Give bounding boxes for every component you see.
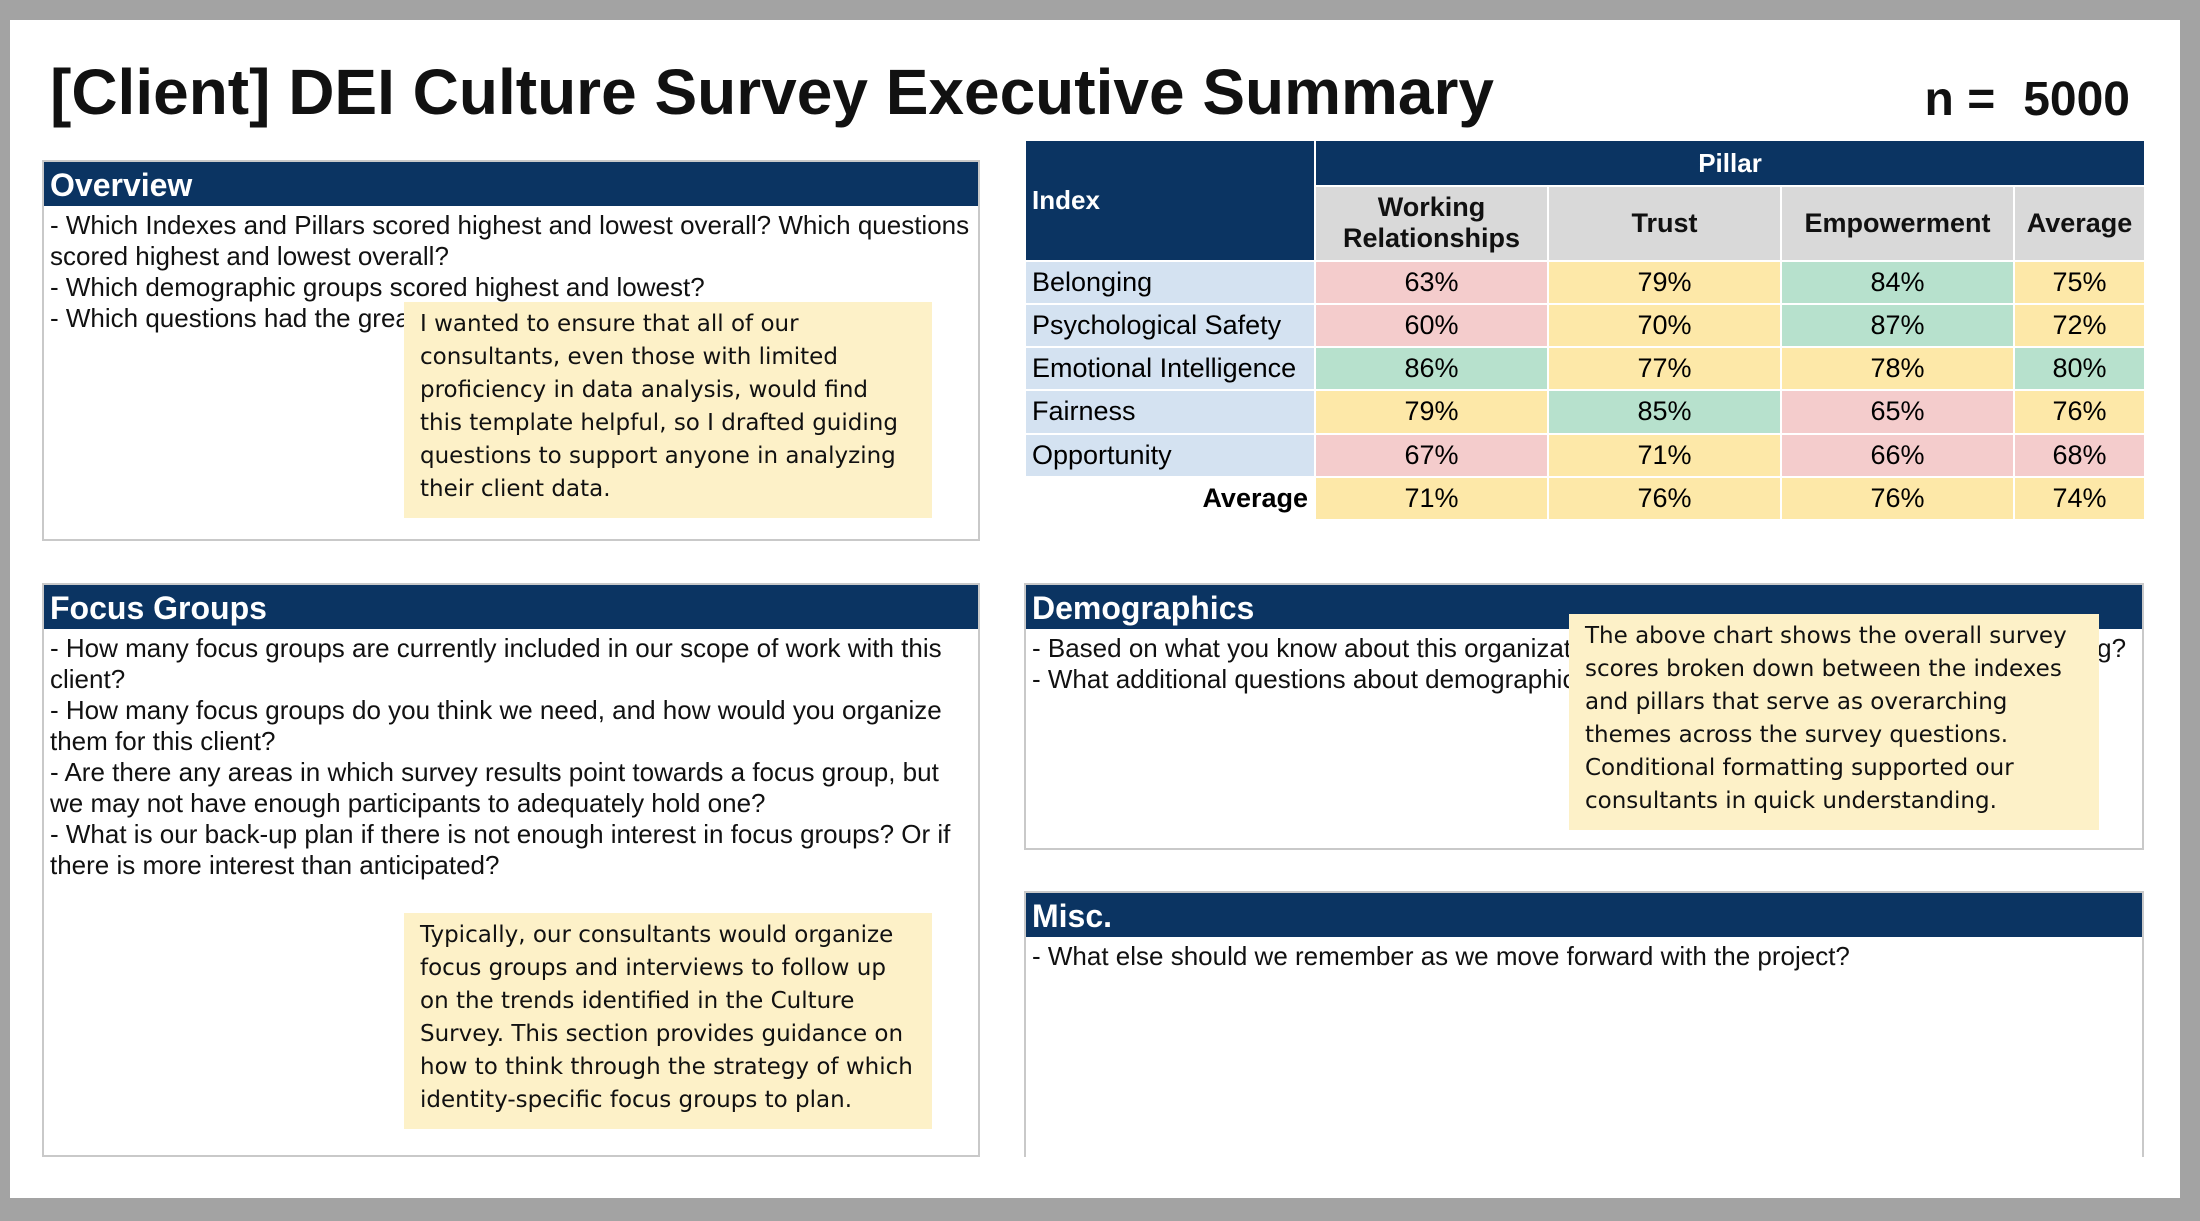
score-cell: 86% <box>1314 346 1549 392</box>
misc-body: - What else should we remember as we mov… <box>1026 937 2142 972</box>
score-cell: 70% <box>1547 302 1782 349</box>
score-cell: 67% <box>1314 432 1549 478</box>
page-title: [Client] DEI Culture Survey Executive Su… <box>50 56 1494 128</box>
score-cell: 66% <box>1780 432 2015 478</box>
table-row: Opportunity 67% 71% 66% 68% <box>1024 432 2147 478</box>
score-cell: 78% <box>1780 346 2015 392</box>
score-cell: 65% <box>1780 389 2015 435</box>
focus-groups-line: - Are there any areas in which survey re… <box>50 757 939 818</box>
score-cell: 87% <box>1780 302 2015 349</box>
overview-line: - Which Indexes and Pillars scored highe… <box>50 210 970 271</box>
focus-groups-line: - How many focus groups do you think we … <box>50 695 942 756</box>
demographics-line: - What additional questions about demogr… <box>1032 664 1589 694</box>
table-row: Emotional Intelligence 86% 77% 78% 80% <box>1024 346 2147 392</box>
average-row: Average 71% 76% 76% 74% <box>1024 475 2147 522</box>
row-label: Psychological Safety <box>1024 302 1316 349</box>
score-cell: 60% <box>1314 302 1549 349</box>
column-header: Working Relationships <box>1314 185 1549 262</box>
score-cell: 72% <box>2012 302 2147 349</box>
focus-groups-heading: Focus Groups <box>44 585 978 629</box>
overview-line: - Which demographic groups scored highes… <box>50 272 705 302</box>
score-cell: 63% <box>1314 259 1549 305</box>
table-row: Belonging 63% 79% 84% 75% <box>1024 259 2147 305</box>
table-row: Psychological Safety 60% 70% 87% 72% <box>1024 302 2147 349</box>
score-cell: 79% <box>1314 389 1549 435</box>
demographics-note: The above chart shows the overall survey… <box>1569 614 2099 830</box>
average-cell: 76% <box>1780 475 2015 522</box>
focus-groups-line: - How many focus groups are currently in… <box>50 633 942 694</box>
score-cell: 75% <box>2012 259 2147 305</box>
sample-size-label: n = <box>1924 73 1996 126</box>
sample-size: n = 5000 <box>1925 72 2130 127</box>
row-label: Belonging <box>1024 259 1316 305</box>
score-cell: 80% <box>2012 346 2147 392</box>
index-header: Index <box>1024 139 1316 262</box>
score-cell: 85% <box>1547 389 1782 435</box>
column-header: Average <box>2012 185 2147 262</box>
score-cell: 79% <box>1547 259 1782 305</box>
pillar-header: Pillar <box>1313 138 2147 188</box>
misc-line: - What else should we remember as we mov… <box>1032 941 1850 971</box>
score-cell: 84% <box>1780 259 2015 305</box>
sample-size-value: 5000 <box>2023 73 2130 126</box>
average-cell: 74% <box>2012 475 2147 522</box>
column-header: Empowerment <box>1780 185 2015 262</box>
misc-heading: Misc. <box>1026 893 2142 937</box>
focus-groups-line: - What is our back-up plan if there is n… <box>50 819 951 880</box>
average-cell: 71% <box>1314 475 1549 522</box>
score-cell: 77% <box>1547 346 1782 392</box>
overview-body: - Which Indexes and Pillars scored highe… <box>44 206 978 334</box>
row-label: Fairness <box>1024 389 1316 435</box>
score-cell: 68% <box>2012 432 2147 478</box>
average-label: Average <box>1024 475 1316 522</box>
overview-note: I wanted to ensure that all of our consu… <box>404 302 932 518</box>
misc-panel: Misc. - What else should we remember as … <box>1024 891 2144 1157</box>
score-cell: 76% <box>2012 389 2147 435</box>
focus-groups-note: Typically, our consultants would organiz… <box>404 913 932 1129</box>
table-row: Fairness 79% 85% 65% 76% <box>1024 389 2147 435</box>
row-label: Opportunity <box>1024 432 1316 478</box>
overview-line: - Which questions had the greatest <box>50 303 452 333</box>
pillar-score-table: Index Pillar Working Relationships Trust… <box>1024 138 2147 522</box>
average-cell: 76% <box>1547 475 1782 522</box>
column-header: Trust <box>1547 185 1782 262</box>
score-cell: 71% <box>1547 432 1782 478</box>
overview-heading: Overview <box>44 162 978 206</box>
row-label: Emotional Intelligence <box>1024 346 1316 392</box>
focus-groups-body: - How many focus groups are currently in… <box>44 629 978 881</box>
